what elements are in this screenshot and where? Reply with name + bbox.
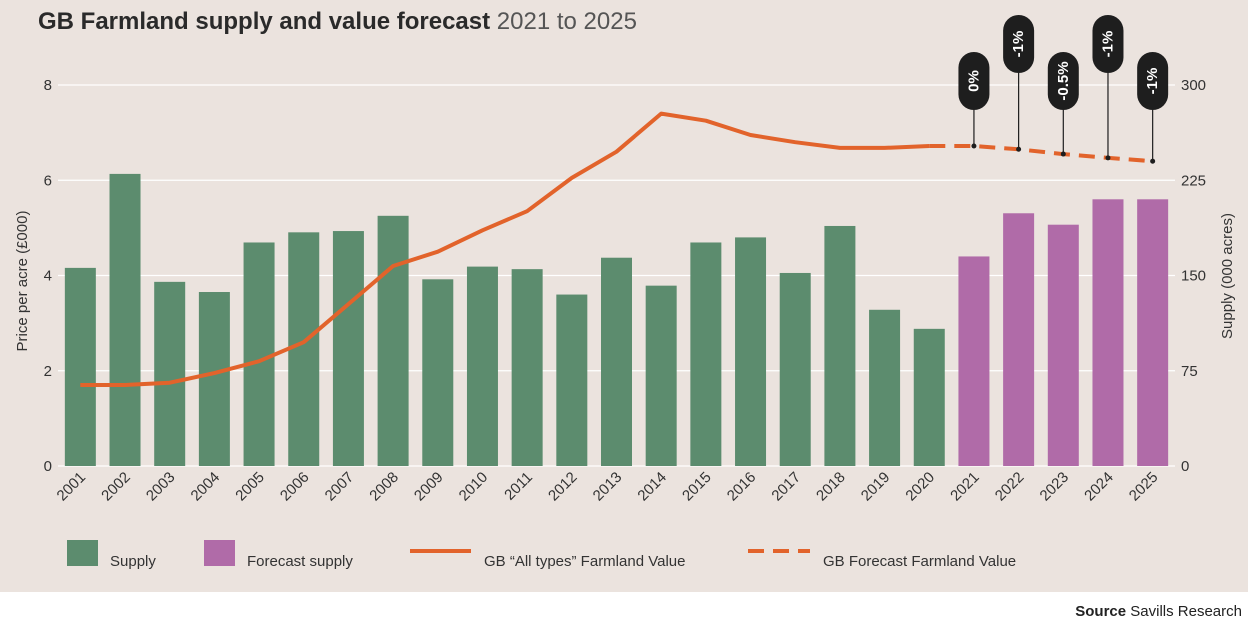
supply-bar <box>779 272 811 466</box>
y2-tick-label: 0 <box>1181 458 1189 475</box>
supply-bar <box>466 266 498 466</box>
legend-label-supply: Supply <box>110 553 156 570</box>
supply-bar <box>198 292 230 466</box>
annotation-pill <box>1092 15 1124 73</box>
y2-tick-label: 150 <box>1181 268 1206 285</box>
supply-bar <box>645 285 677 466</box>
y2-axis-label: Supply (000 acres) <box>1219 213 1236 339</box>
annotation-label: 0% <box>965 70 982 92</box>
bars <box>64 173 1169 467</box>
x-tick-label: 2020 <box>902 469 938 505</box>
x-tick-label: 2024 <box>1081 469 1117 505</box>
annotation-dot <box>971 143 977 149</box>
x-tick-label: 2002 <box>98 469 134 505</box>
x-tick-label: 2014 <box>634 469 670 505</box>
supply-bar <box>377 215 409 466</box>
annotation-label: -0.5% <box>1055 61 1072 100</box>
supply-bar <box>511 269 543 466</box>
x-tick-label: 2023 <box>1037 469 1073 505</box>
supply-bar <box>109 173 141 466</box>
annotation-pill <box>1137 52 1169 110</box>
source-note: Source Savills Research <box>1075 603 1242 620</box>
x-tick-label: 2007 <box>322 469 358 505</box>
legend-label-value-line: GB “All types” Farmland Value <box>484 553 685 570</box>
x-tick-label: 2009 <box>411 469 447 505</box>
y2-tick-label: 75 <box>1181 363 1198 380</box>
source-text: Savills Research <box>1130 603 1242 620</box>
annotation-pill <box>1047 52 1079 110</box>
x-tick-label: 2010 <box>456 469 492 505</box>
x-tick-label: 2011 <box>501 469 536 504</box>
forecast-supply-bar <box>1092 199 1124 467</box>
forecast-supply-bar <box>958 256 990 466</box>
supply-bar <box>243 242 275 466</box>
x-tick-label: 2004 <box>188 469 224 505</box>
annotation-label: -1% <box>1144 68 1161 95</box>
supply-bar <box>913 328 945 466</box>
annotation-dot <box>1150 158 1156 164</box>
legend: Supply Forecast supply GB “All types” Farm… <box>67 540 1016 570</box>
annotation-pill <box>958 52 990 110</box>
x-tick-label: 2012 <box>545 469 581 505</box>
x-tick-label: 2008 <box>366 469 402 505</box>
supply-bar <box>556 294 588 466</box>
y-tick-label: 2 <box>44 363 52 380</box>
chart-title-main: GB Farmland supply and value forecast <box>38 8 491 35</box>
x-tick-label: 2013 <box>590 469 626 505</box>
source-label: Source <box>1075 603 1127 620</box>
legend-swatch-forecast-supply <box>204 540 235 566</box>
annotation-label: -1% <box>1010 31 1027 58</box>
supply-bar <box>601 257 632 466</box>
legend-label-forecast-value-line: GB Forecast Farmland Value <box>823 553 1016 570</box>
x-tick-label: 2021 <box>947 469 983 505</box>
annotation-pill <box>1003 15 1035 73</box>
forecast-supply-bar <box>1137 199 1169 467</box>
y-ticks: 0 2 4 6 8 <box>44 77 52 475</box>
forecast-supply-bar <box>1047 224 1079 466</box>
supply-bar <box>735 237 767 466</box>
y-tick-label: 0 <box>44 458 52 475</box>
x-tick-label: 2015 <box>679 469 715 505</box>
forecast-supply-bar <box>1003 213 1035 466</box>
annotation-dot <box>1060 151 1066 157</box>
legend-swatch-supply <box>67 540 98 566</box>
x-tick-label: 2018 <box>813 469 849 505</box>
y-tick-label: 6 <box>44 172 52 189</box>
forecast-value-line <box>929 144 1153 164</box>
supply-bar <box>288 232 320 466</box>
x-tick-label: 2025 <box>1126 469 1162 505</box>
y-tick-label: 4 <box>44 268 52 285</box>
y-tick-label: 8 <box>44 77 52 94</box>
supply-bar <box>332 231 364 466</box>
x-tick-label: 2016 <box>724 469 760 505</box>
supply-bar <box>422 279 454 466</box>
chart-title-sub: 2021 to 2025 <box>496 8 637 35</box>
x-tick-label: 2003 <box>143 469 179 505</box>
supply-bar <box>690 242 722 466</box>
supply-bar <box>824 225 856 466</box>
x-tick-label: 2005 <box>232 469 268 505</box>
value-lines <box>80 111 1153 387</box>
y2-ticks: 0 75 150 225 300 <box>1181 77 1206 475</box>
chart-title: GB Farmland supply and value forecast 20… <box>38 8 637 36</box>
supply-bar <box>154 281 186 466</box>
x-tick-label: 2006 <box>277 469 313 505</box>
y-axis-label: Price per acre (£000) <box>14 211 31 352</box>
annotation-label: -1% <box>1099 31 1116 58</box>
annotation-dot <box>1016 146 1022 152</box>
x-tick-label: 2001 <box>54 469 90 505</box>
supply-bar <box>869 309 901 466</box>
x-tick-label: 2022 <box>992 469 1028 505</box>
y2-tick-label: 300 <box>1181 77 1206 94</box>
y2-tick-label: 225 <box>1181 172 1206 189</box>
x-tick-label: 2017 <box>768 469 804 505</box>
x-ticks: 2001 2002 2003 2004 2005 2006 2007 2008 2009 2010… <box>54 469 1162 505</box>
annotations: 0% -1% -0.5% -1% -1% <box>958 15 1169 164</box>
value-line <box>80 111 930 387</box>
annotation-dot <box>1105 155 1111 161</box>
x-tick-label: 2019 <box>858 469 894 505</box>
supply-bar <box>64 267 96 466</box>
chart: 0% -1% -0.5% -1% -1% 0 2 4 6 8 0 75 150 225 300 2001… <box>14 15 1236 570</box>
legend-label-forecast-supply: Forecast supply <box>247 553 353 570</box>
